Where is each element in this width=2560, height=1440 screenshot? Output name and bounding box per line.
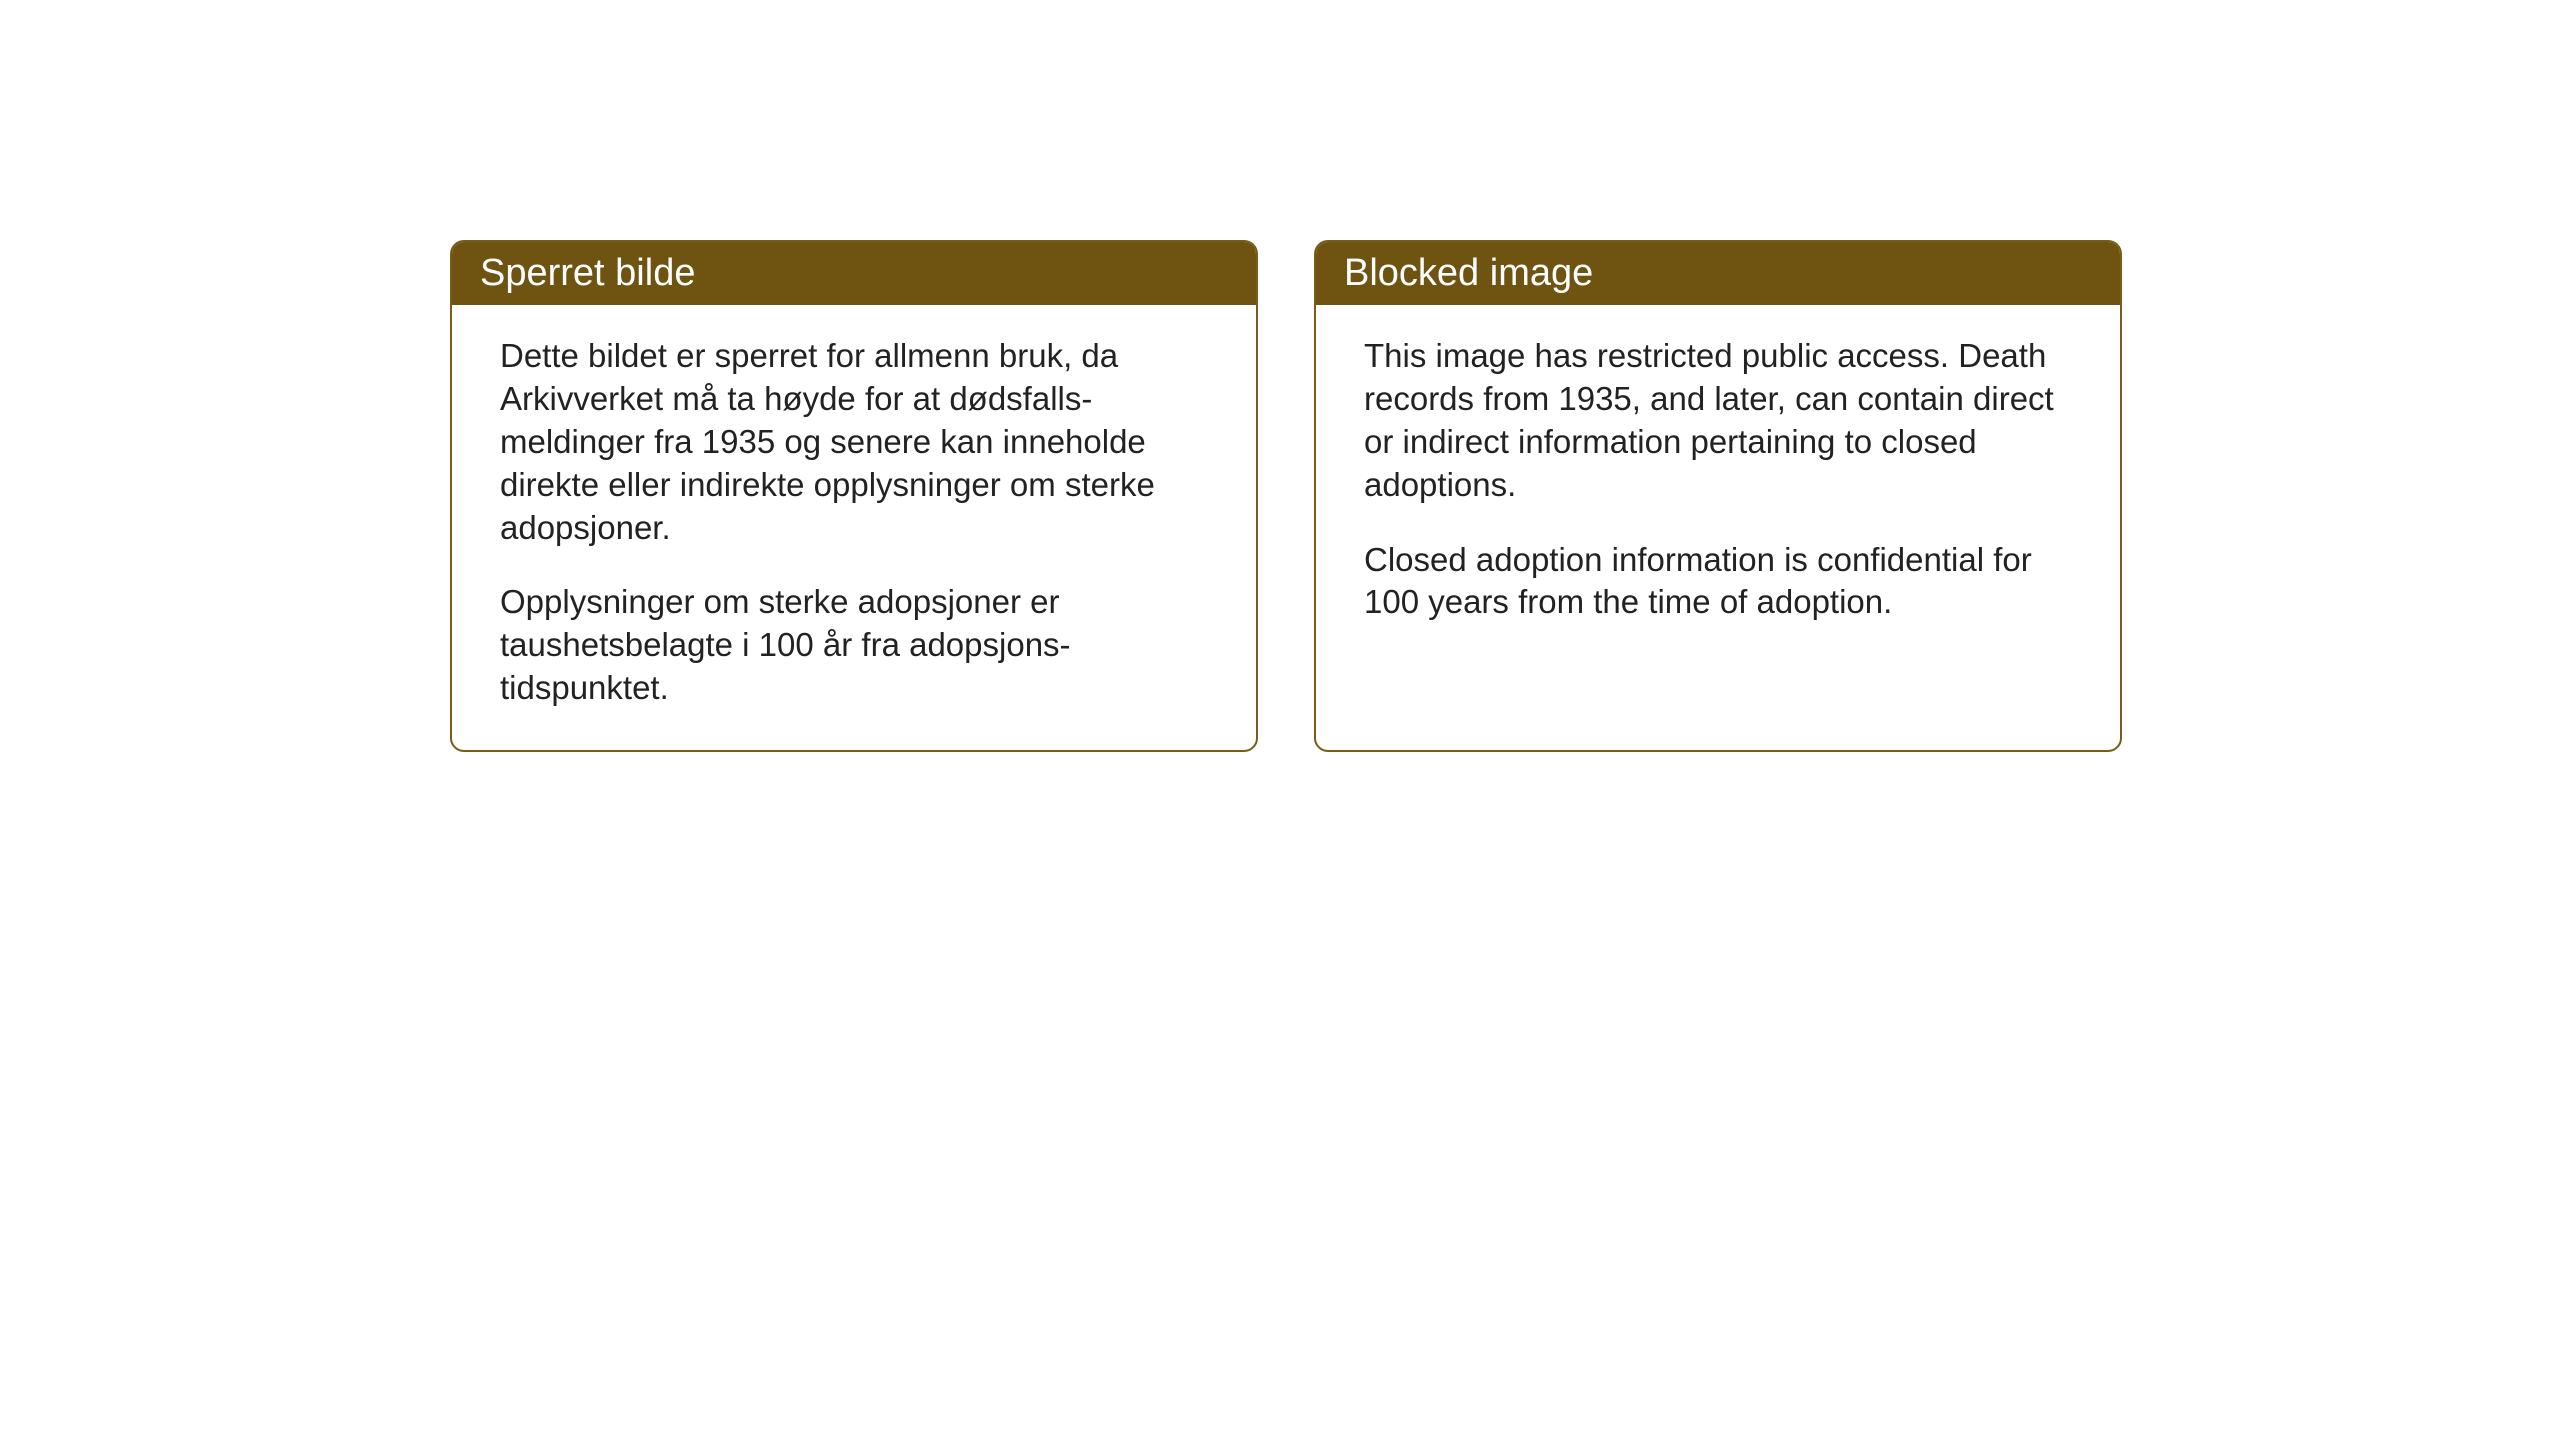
- card-english-paragraph-2: Closed adoption information is confident…: [1364, 539, 2072, 625]
- card-norwegian-header: Sperret bilde: [452, 242, 1256, 305]
- card-norwegian: Sperret bilde Dette bildet er sperret fo…: [450, 240, 1258, 752]
- card-english: Blocked image This image has restricted …: [1314, 240, 2122, 752]
- card-norwegian-title: Sperret bilde: [480, 252, 695, 294]
- cards-container: Sperret bilde Dette bildet er sperret fo…: [450, 240, 2122, 752]
- card-norwegian-body: Dette bildet er sperret for allmenn bruk…: [452, 305, 1256, 750]
- card-english-header: Blocked image: [1316, 242, 2120, 305]
- card-english-paragraph-1: This image has restricted public access.…: [1364, 335, 2072, 507]
- card-norwegian-paragraph-2: Opplysninger om sterke adopsjoner er tau…: [500, 581, 1208, 710]
- card-english-body: This image has restricted public access.…: [1316, 305, 2120, 664]
- card-norwegian-paragraph-1: Dette bildet er sperret for allmenn bruk…: [500, 335, 1208, 549]
- card-english-title: Blocked image: [1344, 252, 1593, 294]
